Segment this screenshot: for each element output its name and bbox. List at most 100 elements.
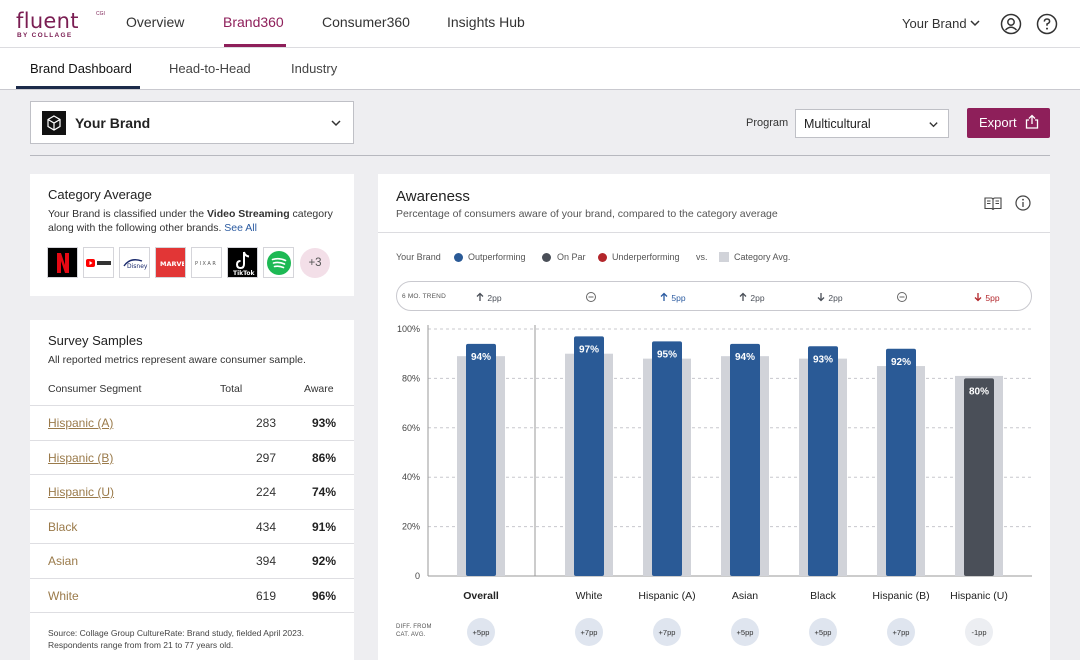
segment-name-link[interactable]: Hispanic (A) <box>48 416 114 430</box>
info-icon[interactable] <box>1015 195 1031 211</box>
segment-aware: 93% <box>311 416 336 430</box>
trend-value: 2pp <box>816 292 843 303</box>
export-button[interactable]: Export <box>967 108 1050 138</box>
segment-total: 394 <box>255 554 276 568</box>
y-tick-label: 60% <box>402 423 420 433</box>
column-header-segment: Consumer Segment <box>48 383 142 395</box>
legend-vs: vs. <box>696 252 708 262</box>
tab-brand-dashboard[interactable]: Brand Dashboard <box>30 61 132 76</box>
diff-badge: +5pp <box>731 618 759 646</box>
svg-text:Disney+: Disney+ <box>127 263 148 270</box>
brand-dropdown-label: Your Brand <box>75 115 151 131</box>
program-dropdown[interactable]: Multicultural <box>795 109 949 138</box>
segment-name[interactable]: Asian <box>48 554 79 568</box>
legend-on-par: On Par <box>557 252 586 262</box>
category-text-1: Your Brand is classified under the <box>48 208 207 220</box>
brand-bar <box>730 343 760 576</box>
survey-samples-title: Survey Samples <box>48 333 143 348</box>
svg-text:PIXAR: PIXAR <box>195 261 217 267</box>
spotify-logo <box>263 247 294 278</box>
segment-name[interactable]: Black <box>48 520 78 534</box>
marvel-logo: MARVEL <box>155 247 186 278</box>
segment-name-link[interactable]: Hispanic (U) <box>48 485 115 499</box>
segment-name-link[interactable]: Hispanic (B) <box>48 451 114 465</box>
youtube-logo <box>83 247 114 278</box>
trend-value: 2pp <box>475 292 502 303</box>
bar-value-label: 92% <box>891 357 911 368</box>
category-label: Hispanic (A) <box>638 590 695 602</box>
arrow-down-icon <box>974 293 982 302</box>
arrow-up-icon <box>476 292 484 301</box>
segment-aware: 74% <box>311 485 336 499</box>
see-all-link[interactable]: See All <box>224 222 257 234</box>
y-tick-label: 100% <box>397 324 420 334</box>
diff-label-line-2: CAT. AVG. <box>396 632 426 638</box>
bar-value-label: 93% <box>813 354 833 365</box>
more-brands-badge[interactable]: +3 <box>300 248 330 278</box>
source-note-1: Source: Collage Group CultureRate: Brand… <box>48 628 304 638</box>
segment-total: 297 <box>255 451 276 465</box>
no-change-icon <box>897 292 907 302</box>
segment-name[interactable]: White <box>48 589 79 603</box>
brand-switcher[interactable]: Your Brand <box>902 16 967 31</box>
legend-underperforming: Underperforming <box>612 252 680 262</box>
category-text-2: category <box>289 208 333 220</box>
column-header-total: Total <box>220 383 243 395</box>
nav-consumer360[interactable]: Consumer360 <box>322 14 410 30</box>
export-button-label: Export <box>979 115 1017 130</box>
segment-aware: 92% <box>311 554 336 568</box>
trend-value <box>896 292 908 303</box>
bar-value-label: 94% <box>735 352 755 363</box>
nav-brand360[interactable]: Brand360 <box>223 14 284 30</box>
logo-trademark: CGI <box>96 11 105 17</box>
legend-outperforming: Outperforming <box>468 252 526 262</box>
table-row: Hispanic (U) 224 74% <box>30 474 354 509</box>
sub-navigation: Brand Dashboard Head-to-Head Industry <box>0 48 1080 90</box>
source-note-2: Respondents range from from 21 to 77 yea… <box>48 640 234 650</box>
on-par-dot <box>542 253 551 262</box>
logo-wordmark: fluent <box>16 9 79 33</box>
help-icon[interactable] <box>1036 13 1058 35</box>
export-icon <box>1025 114 1039 129</box>
y-tick-label: 40% <box>402 472 420 482</box>
diff-badge: +7pp <box>575 618 603 646</box>
awareness-subtitle: Percentage of consumers aware of your br… <box>396 208 778 220</box>
category-label: Hispanic (U) <box>950 590 1008 602</box>
trend-value <box>585 292 597 303</box>
trend-text: 5pp <box>985 293 1000 303</box>
program-label: Program <box>746 117 789 129</box>
tiktok-logo: TikTok <box>227 247 258 278</box>
fluent-logo[interactable]: fluent CGI BY COLLAGE <box>16 9 105 41</box>
tab-industry[interactable]: Industry <box>291 61 338 76</box>
segment-aware: 91% <box>311 520 336 534</box>
segment-aware: 96% <box>311 589 336 603</box>
active-nav-indicator <box>224 44 286 47</box>
top-navigation: fluent CGI BY COLLAGE Overview Brand360 … <box>0 0 1080 48</box>
user-icon[interactable] <box>1000 13 1022 35</box>
brand-bar <box>808 346 838 576</box>
nav-insights-hub[interactable]: Insights Hub <box>447 14 525 30</box>
card-divider <box>378 232 1050 233</box>
table-row: Hispanic (B) 297 86% <box>30 440 354 475</box>
column-header-aware: Aware <box>304 383 334 395</box>
category-avg-swatch <box>719 252 729 262</box>
trend-label: 6 MO. TREND <box>402 293 446 300</box>
book-icon[interactable] <box>984 196 1002 212</box>
six-month-trend-bar <box>396 281 1032 311</box>
y-tick-label: 20% <box>402 522 420 532</box>
tab-head-to-head[interactable]: Head-to-Head <box>169 61 251 76</box>
trend-text: 2pp <box>750 293 765 303</box>
logo-subtitle: BY COLLAGE <box>17 32 73 39</box>
outperforming-dot <box>454 253 463 262</box>
bar-value-label: 95% <box>657 349 677 360</box>
chevron-down-icon <box>331 120 341 127</box>
brand-bar <box>886 348 916 576</box>
survey-samples-card <box>30 320 354 660</box>
legend-your-brand: Your Brand <box>396 252 441 262</box>
category-label: Asian <box>732 590 758 602</box>
chevron-down-icon[interactable] <box>969 17 981 29</box>
nav-overview[interactable]: Overview <box>126 14 185 30</box>
trend-text: 5pp <box>671 293 686 303</box>
awareness-bar-chart: 0 20% 40% 60% 80% 100% 94% Overall 97% White 95% Hi… <box>397 324 1032 602</box>
brand-dropdown[interactable]: Your Brand <box>30 101 354 144</box>
